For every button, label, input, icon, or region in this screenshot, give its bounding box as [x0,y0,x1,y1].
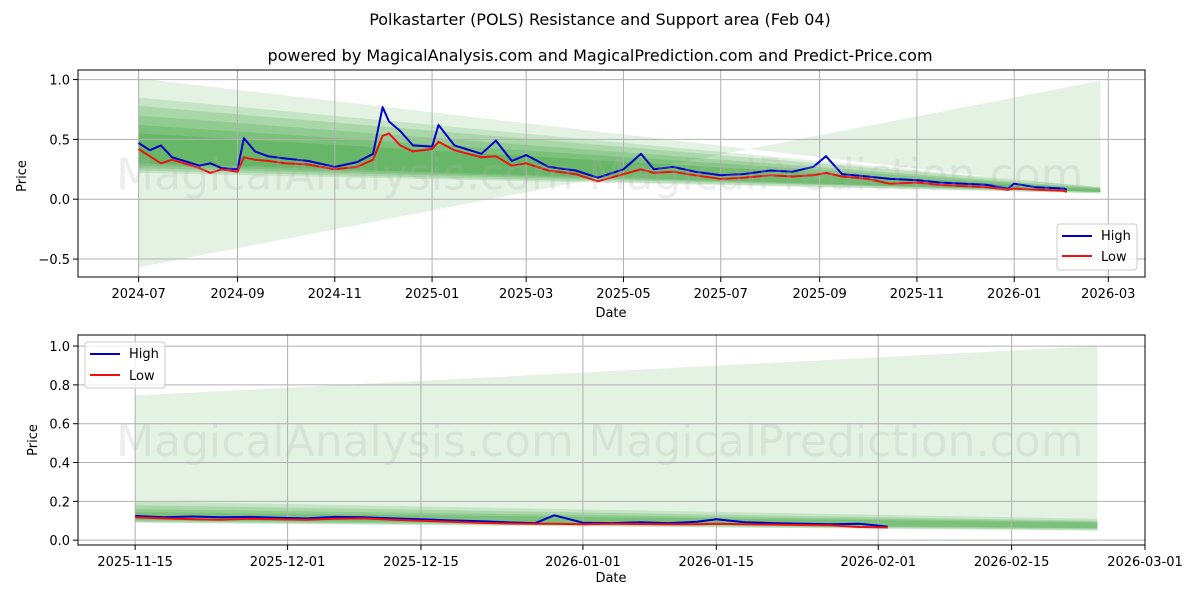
top-watermark: MagicalAnalysis.com MagicalPrediction.com [116,150,1083,201]
inner-band [138,115,1101,193]
chart-title: Polkastarter (POLS) Resistance and Suppo… [369,10,831,29]
top-legend-high-label: High [1101,229,1131,244]
top-plot-frame [77,69,1146,278]
x-tick-label: 2025-07 [694,287,748,302]
top-x-axis-label: Date [595,306,626,321]
watermark-text: MagicalAnalysis.com [116,416,574,467]
chart-subtitle: powered by MagicalAnalysis.com and Magic… [267,46,933,65]
top-grid [78,70,1145,277]
low-price-line [138,132,1068,193]
x-tick-label: 2026-03-01 [1107,555,1183,570]
x-tick-label: 2026-02-01 [840,555,916,570]
y-tick-label: 0.6 [49,418,70,433]
bottom-legend-low-label: Low [129,369,155,384]
bottom-y-axis-label: Price [26,424,41,456]
watermark-text: MagicalPrediction.com [589,416,1084,467]
top-price-lines [138,106,1068,193]
x-tick-label: 2025-12-01 [250,555,326,570]
high-price-line [138,106,1068,191]
low-price-line [135,516,888,529]
x-tick-label: 2026-01 [987,287,1041,302]
y-tick-label: 0.4 [49,457,70,472]
y-tick-label: 1.0 [49,74,70,89]
x-tick-label: 2025-12-15 [383,555,459,570]
y-tick-label: 0.5 [49,133,70,148]
x-tick-label: 2025-01 [405,287,459,302]
x-tick-label: 2025-11-15 [97,555,173,570]
outer-band [135,346,1098,531]
y-tick-label: 1.0 [49,340,70,355]
x-tick-label: 2025-09 [792,287,846,302]
x-tick-label: 2026-03 [1081,287,1135,302]
y-tick-label: −0.5 [38,253,70,268]
y-tick-label: 0.0 [49,193,70,208]
bottom-legend-high-label: High [129,347,159,362]
x-tick-label: 2026-01-15 [679,555,755,570]
top-chart: MagicalAnalysis.com MagicalPrediction.com… [15,69,1146,321]
x-tick-label: 2024-07 [111,287,165,302]
bottom-axis-ticks: 2025-11-15 2025-12-01 2025-12-15 2026-01-01… [49,340,1182,570]
y-tick-label: 0.8 [49,379,70,394]
y-tick-label: 0.2 [49,495,70,510]
x-tick-label: 2026-02-15 [974,555,1050,570]
watermark-text: MagicalAnalysis.com [116,150,574,201]
bottom-watermark: MagicalAnalysis.com MagicalPrediction.com [116,416,1083,467]
top-legend: High Low [1056,223,1138,271]
x-tick-label: 2025-11 [890,287,944,302]
bottom-x-axis-label: Date [595,571,626,586]
bottom-chart: MagicalAnalysis.com MagicalPrediction.com… [26,334,1183,586]
y-tick-label: 0.0 [49,534,70,549]
bottom-price-lines [135,514,888,529]
bottom-legend: High Low [84,341,166,389]
watermark-text: MagicalPrediction.com [589,150,1084,201]
x-tick-label: 2024-09 [210,287,264,302]
bottom-plot-frame [77,334,1146,546]
x-tick-label: 2026-01-01 [545,555,621,570]
x-tick-label: 2025-05 [596,287,650,302]
top-axis-ticks: 2024-07 2024-09 2024-11 2025-01 2025-03 2025-… [38,74,1135,302]
top-y-axis-label: Price [15,160,30,192]
x-tick-label: 2024-11 [308,287,362,302]
x-tick-label: 2025-03 [499,287,553,302]
top-legend-low-label: Low [1101,250,1127,265]
